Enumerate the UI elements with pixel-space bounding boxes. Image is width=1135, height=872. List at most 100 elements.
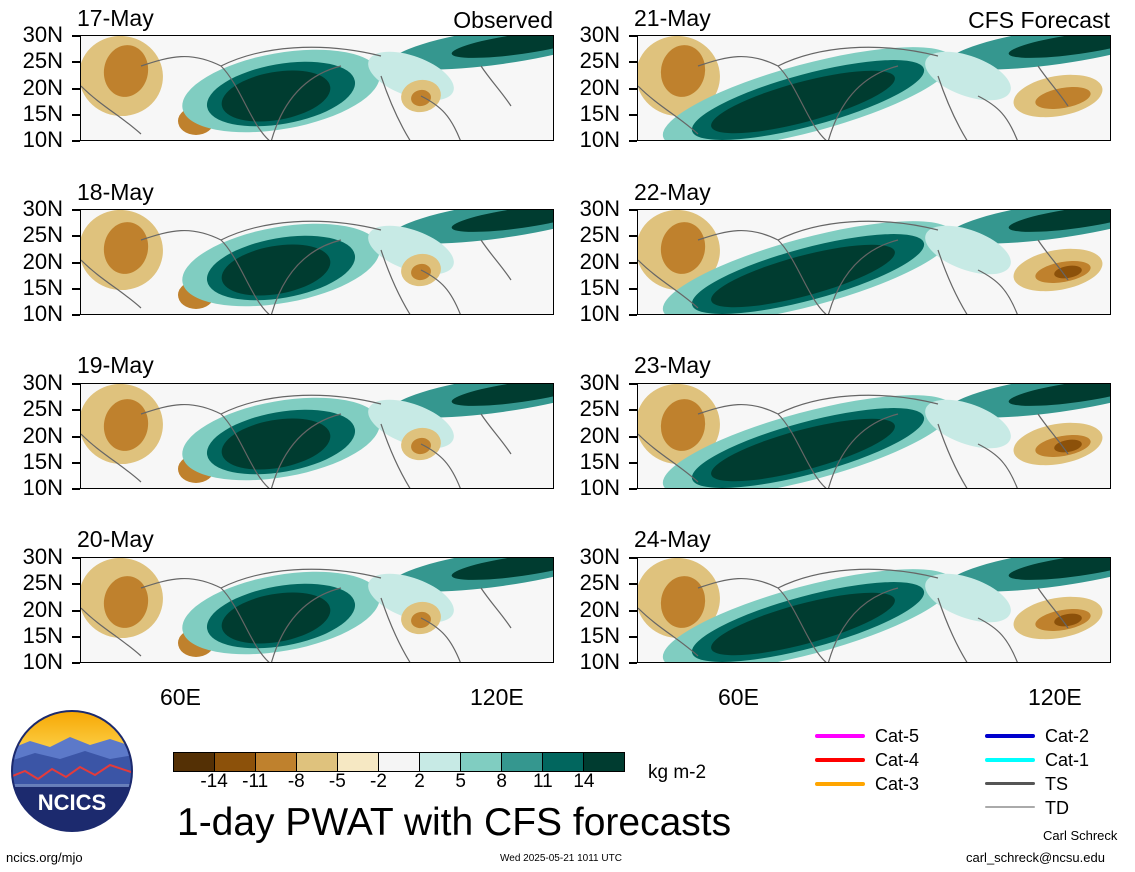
pwat-map (637, 35, 1111, 141)
colorbar-swatch (543, 753, 584, 771)
lat-label: 20N (22, 75, 63, 100)
colorbar-tick-label: 2 (414, 771, 425, 792)
colorbar-tick-label: -11 (242, 771, 269, 792)
lat-label: 20N (579, 597, 620, 622)
lat-tick (629, 61, 637, 63)
legend-label: TD (1045, 798, 1069, 818)
panel-date: 19-May (77, 352, 154, 378)
footer-author: Carl Schreck (1043, 828, 1118, 843)
legend-label: TS (1045, 774, 1069, 794)
legend-label: Cat-2 (1045, 726, 1090, 746)
colorbar-swatch (256, 753, 297, 771)
legend-label: Cat-3 (875, 774, 920, 794)
figure-title: 1-day PWAT with CFS forecasts (177, 801, 732, 844)
pwat-map (80, 557, 554, 663)
colorbar-swatch (502, 753, 543, 771)
legend-label: Cat-4 (875, 750, 920, 770)
colorbar-tick-label: -8 (287, 771, 305, 792)
colorbar-tick-label: -2 (370, 771, 387, 792)
lat-tick (629, 314, 637, 316)
lat-tick (629, 462, 637, 464)
pwat-map (80, 383, 554, 489)
legend-label: Cat-1 (1045, 750, 1090, 770)
lat-tick (72, 114, 80, 116)
colorbar-swatch (379, 753, 420, 771)
footer-email: carl_schreck@ncsu.edu (966, 850, 1105, 865)
lat-label: 25N (22, 396, 63, 421)
legend-line (985, 782, 1035, 785)
lat-tick (629, 436, 637, 438)
panel-date: 20-May (77, 526, 154, 552)
panel-source-label: CFS Forecast (968, 7, 1110, 33)
lat-label: 30N (579, 22, 620, 47)
lat-tick (72, 35, 80, 37)
panel-date: 21-May (634, 5, 711, 31)
footer-timestamp: Wed 2025-05-21 1011 UTC (500, 853, 622, 864)
colorbar-tick-label: 14 (573, 771, 595, 792)
lat-label: 30N (22, 196, 63, 221)
lat-tick (72, 88, 80, 90)
lat-tick (72, 610, 80, 612)
legend-line (985, 806, 1035, 808)
lat-label: 15N (22, 101, 63, 126)
lat-label: 20N (22, 249, 63, 274)
colorbar-tick-label: 11 (532, 771, 553, 792)
lat-label: 30N (579, 370, 620, 395)
legend-line (985, 758, 1035, 762)
colorbar-tick-label: 8 (496, 771, 507, 792)
lat-label: 15N (579, 449, 620, 474)
ncics-logo: NCICS (10, 709, 134, 833)
colorbar-swatch (420, 753, 461, 771)
lat-label: 10N (22, 475, 63, 500)
lat-tick (72, 140, 80, 142)
lat-label: 20N (579, 423, 620, 448)
lat-tick (629, 488, 637, 490)
lat-label: 10N (579, 301, 620, 326)
lat-tick (72, 436, 80, 438)
lat-tick (72, 557, 80, 559)
lon-label-120e-right: 120E (1028, 684, 1082, 710)
legend-line (815, 782, 865, 786)
lon-label-60e-right: 60E (718, 684, 759, 710)
lat-tick (629, 209, 637, 211)
lat-label: 15N (579, 101, 620, 126)
lat-label: 10N (22, 649, 63, 674)
legend-label: Cat-5 (875, 726, 920, 746)
lat-tick (72, 488, 80, 490)
lat-label: 25N (22, 222, 63, 247)
panel-date: 24-May (634, 526, 711, 552)
lat-label: 30N (579, 544, 620, 569)
footer-url: ncics.org/mjo (6, 850, 83, 865)
lat-label: 25N (579, 222, 620, 247)
lat-tick (72, 314, 80, 316)
colorbar-units: kg m-2 (648, 762, 707, 783)
lat-tick (629, 662, 637, 664)
lat-label: 20N (22, 597, 63, 622)
lat-label: 10N (22, 127, 63, 152)
pwat-map (80, 209, 554, 315)
lat-tick (629, 636, 637, 638)
pwat-map (637, 383, 1111, 489)
colorbar-swatch (215, 753, 256, 771)
lat-label: 15N (579, 275, 620, 300)
panel-date: 18-May (77, 179, 154, 205)
lon-label-60e-left: 60E (160, 684, 201, 710)
lat-tick (72, 288, 80, 290)
lat-label: 30N (22, 22, 63, 47)
colorbar-swatch (338, 753, 379, 771)
lat-tick (629, 583, 637, 585)
lat-label: 30N (579, 196, 620, 221)
lat-tick (629, 610, 637, 612)
lat-tick (629, 262, 637, 264)
lat-label: 25N (22, 48, 63, 73)
lat-label: 30N (22, 544, 63, 569)
lat-label: 25N (22, 570, 63, 595)
lat-label: 25N (579, 570, 620, 595)
lat-tick (72, 235, 80, 237)
colorbar-swatch (461, 753, 502, 771)
legend-line (815, 758, 865, 762)
lat-tick (72, 383, 80, 385)
lat-tick (72, 409, 80, 411)
lat-tick (629, 288, 637, 290)
lat-label: 15N (22, 275, 63, 300)
